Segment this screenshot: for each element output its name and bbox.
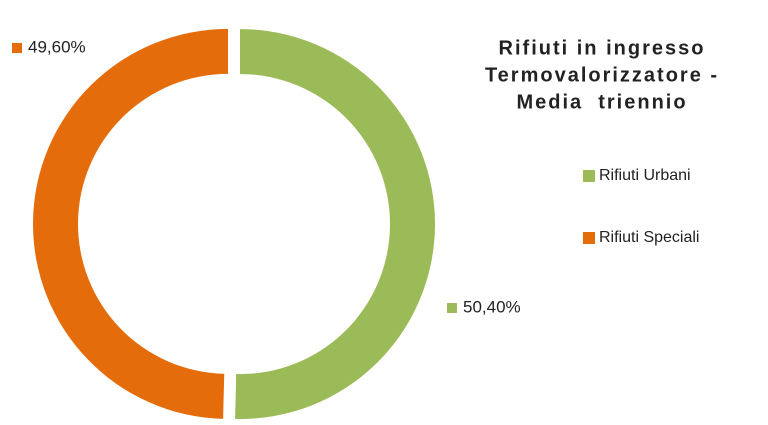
legend-swatch	[583, 170, 595, 182]
label-marker	[447, 303, 457, 313]
legend-swatch	[583, 232, 595, 244]
label-marker	[12, 43, 22, 53]
title-line: Rifiuti in ingresso	[499, 37, 706, 59]
legend-label: Rifiuti Urbani	[599, 167, 691, 184]
donut-slice	[33, 28, 229, 419]
donut-slice	[235, 29, 435, 420]
data-label: 50,40%	[463, 297, 521, 316]
title-line: Termovalorizzatore -	[485, 64, 719, 86]
legend-label: Rifiuti Speciali	[599, 229, 699, 246]
data-label: 49,60%	[28, 37, 86, 56]
title-line: Media triennio	[516, 91, 687, 113]
chart-title: Rifiuti in ingresso Termovalorizzatore -…	[485, 37, 719, 113]
